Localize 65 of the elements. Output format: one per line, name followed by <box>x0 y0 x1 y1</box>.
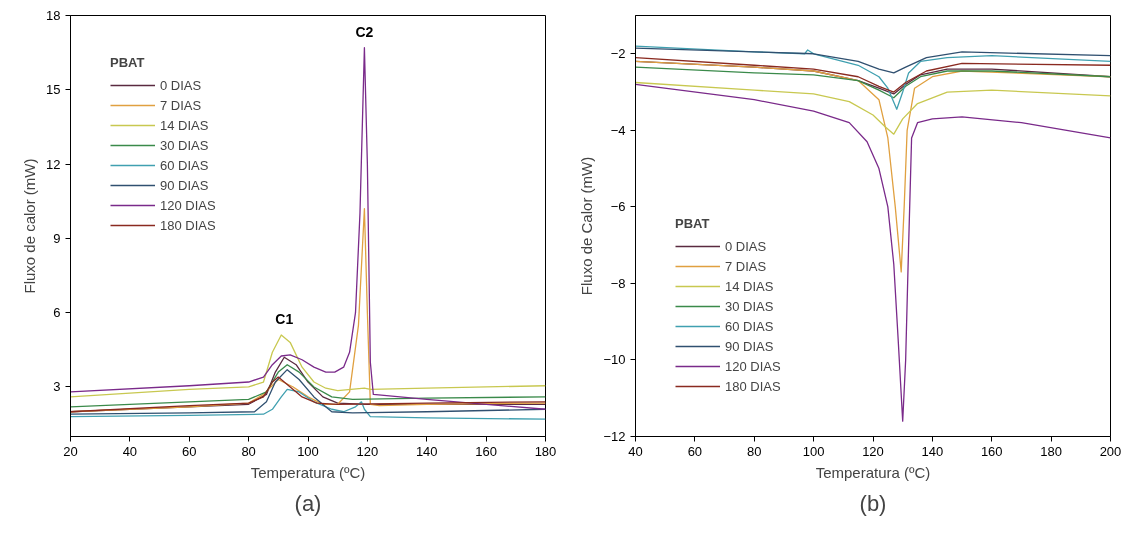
legend-label: 180 DIAS <box>725 378 781 394</box>
x-tick-label: 100 <box>297 443 319 459</box>
legend-label: 90 DIAS <box>160 177 209 193</box>
y-tick-label: 9 <box>53 230 61 246</box>
legend-label: 7 DIAS <box>725 258 767 274</box>
x-tick-label: 140 <box>921 443 944 459</box>
legend-label: 0 DIAS <box>160 77 202 93</box>
y-tick-label: 3 <box>53 379 61 395</box>
legend-label: 120 DIAS <box>160 197 216 213</box>
x-tick-label: 160 <box>980 443 1003 459</box>
legend-label: 90 DIAS <box>725 338 774 354</box>
x-tick-label: 160 <box>475 443 497 459</box>
legend-label: 14 DIAS <box>725 278 774 294</box>
y-axis-title: Fluxo de Calor (mW) <box>578 156 596 296</box>
line-series <box>635 81 1111 135</box>
text: (a) <box>294 490 322 516</box>
y-axis-title: Fluxo de calor (mW) <box>21 158 39 294</box>
line-series <box>70 47 546 410</box>
legend-label: 60 DIAS <box>160 157 209 173</box>
x-tick-label: 40 <box>122 443 138 459</box>
x-tick-label: 200 <box>1099 443 1122 459</box>
legend-label: 180 DIAS <box>160 217 216 233</box>
x-tick-label: 80 <box>241 443 256 459</box>
y-tick-label: −2 <box>610 46 626 62</box>
y-tick-label: −10 <box>603 352 626 368</box>
annotation: C1 <box>275 310 294 327</box>
x-tick-label: 80 <box>747 443 762 459</box>
x-tick-label: 100 <box>802 443 825 459</box>
legend-label: 30 DIAS <box>725 298 774 314</box>
legend-label: 7 DIAS <box>160 97 202 113</box>
line-series <box>70 376 546 413</box>
y-tick-label: −8 <box>610 275 626 291</box>
y-tick-label: 15 <box>46 82 61 98</box>
legend-label: 60 DIAS <box>725 318 774 334</box>
legend-label: 120 DIAS <box>725 358 781 374</box>
legend-title: PBAT <box>110 55 146 70</box>
x-tick-label: 40 <box>628 443 643 459</box>
x-tick-label: 180 <box>534 443 557 459</box>
x-axis-title: Temperatura (ºC) <box>815 463 931 481</box>
line-series <box>635 47 1111 74</box>
legend-label: 14 DIAS <box>160 117 209 133</box>
line-series <box>70 334 546 398</box>
line-series <box>635 66 1111 99</box>
x-tick-label: 180 <box>1040 443 1062 459</box>
legend-label: 0 DIAS <box>725 238 767 254</box>
x-tick-label: 140 <box>415 443 438 459</box>
y-tick-label: 6 <box>53 305 61 321</box>
y-tick-label: −4 <box>610 122 626 138</box>
line-series <box>70 388 546 420</box>
y-tick-label: 18 <box>46 8 61 23</box>
annotation: C2 <box>355 23 374 40</box>
legend-label: 30 DIAS <box>160 137 209 153</box>
legend-title: PBAT <box>675 216 711 231</box>
line-series <box>635 83 1111 422</box>
y-tick-label: 12 <box>46 156 61 172</box>
x-tick-label: 60 <box>687 443 703 459</box>
x-tick-label: 60 <box>182 443 197 459</box>
x-tick-label: 20 <box>63 443 78 459</box>
y-tick-label: −6 <box>610 199 626 215</box>
line-series <box>70 364 546 408</box>
x-tick-label: 120 <box>862 443 884 459</box>
text: (b) <box>859 490 887 516</box>
y-tick-label: −12 <box>603 429 626 444</box>
x-tick-label: 120 <box>356 443 379 459</box>
x-axis-title: Temperatura (ºC) <box>250 463 366 481</box>
